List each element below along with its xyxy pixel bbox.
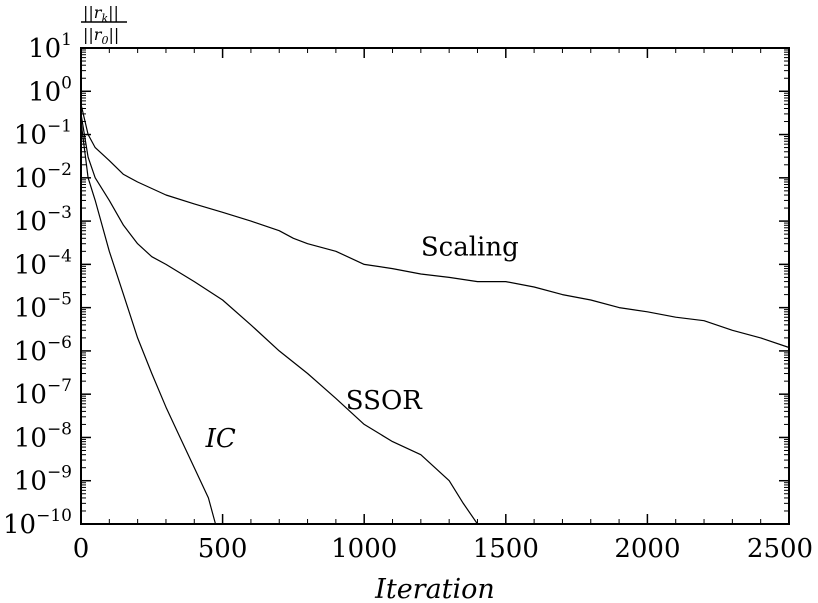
y-tick-label: 10−8 — [14, 419, 72, 453]
x-tick-label: 500 — [198, 534, 248, 564]
x-tick-label: 0 — [73, 534, 90, 564]
series-line-scaling — [80, 104, 790, 349]
x-tick-label: 1000 — [331, 534, 397, 564]
y-tick-label: 10−6 — [14, 333, 72, 367]
series-line-ssor — [80, 113, 478, 525]
y-tick-label: 10−3 — [14, 203, 72, 237]
series-label-ic: IC — [205, 424, 236, 454]
y-axis-label: ||rk|| ||r0|| — [81, 3, 127, 47]
axis-ticks: 0 500 1000 1500 2000 2500 101 100 10−1 10−2 10−3 10… — [3, 30, 813, 564]
y-label-numerator: ||rk|| — [83, 3, 119, 25]
series-group — [80, 104, 790, 525]
series-label-ssor: SSOR — [346, 386, 423, 416]
x-axis-label: Iteration — [374, 574, 495, 603]
x-tick-label: 2500 — [747, 534, 813, 564]
series-line-ic — [80, 121, 217, 525]
y-tick-label: 10−2 — [14, 160, 72, 194]
plot-frame — [80, 47, 790, 525]
y-tick-label: 10−1 — [14, 117, 72, 151]
y-tick-label: 10−7 — [14, 376, 72, 410]
y-tick-label: 10−9 — [14, 463, 72, 497]
y-tick-label: 100 — [28, 73, 72, 107]
series-label-scaling: Scaling — [421, 233, 519, 263]
y-tick-label: 10−10 — [3, 506, 72, 540]
x-tick-label: 1500 — [473, 534, 539, 564]
y-tick-label: 10−5 — [14, 290, 72, 324]
y-tick-label: 101 — [28, 30, 72, 64]
y-label-denominator: ||r0|| — [83, 25, 119, 47]
y-tick-label: 10−4 — [14, 246, 72, 280]
annotations: Scaling SSOR IC — [205, 233, 519, 455]
x-tick-label: 2000 — [614, 534, 680, 564]
